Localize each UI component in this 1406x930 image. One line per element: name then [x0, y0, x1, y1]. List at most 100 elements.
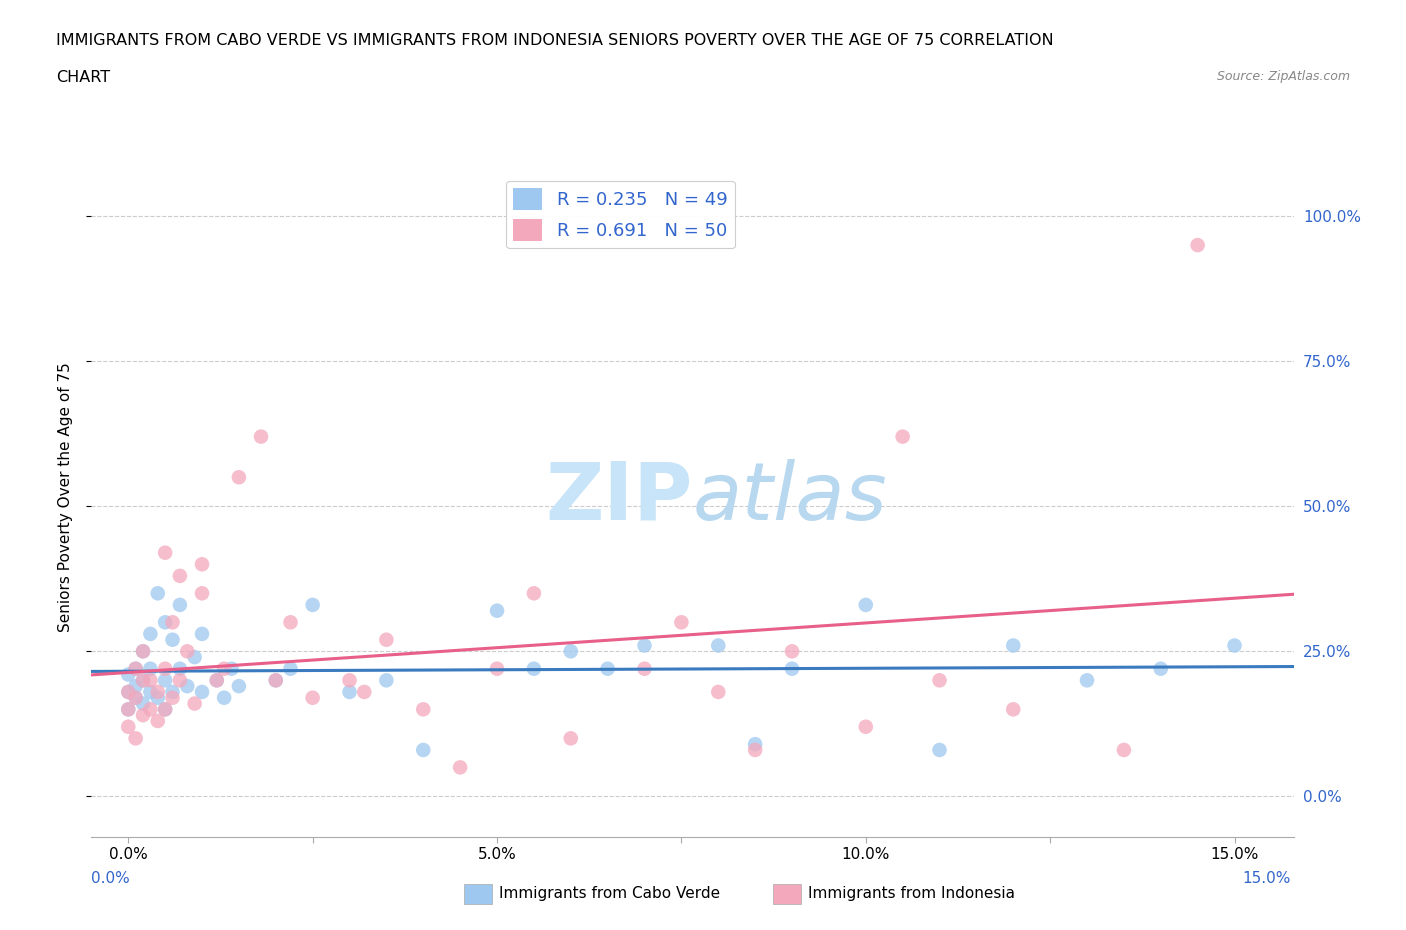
Point — [523, 586, 546, 601]
Point — [162, 684, 184, 699]
Point — [169, 597, 191, 612]
Point — [449, 760, 471, 775]
Point — [1150, 661, 1173, 676]
Point — [117, 719, 139, 734]
Point — [153, 545, 176, 560]
Point — [375, 632, 398, 647]
Point — [132, 644, 155, 658]
Point — [744, 742, 766, 757]
Point — [928, 673, 950, 688]
Point — [176, 644, 198, 658]
Text: Source: ZipAtlas.com: Source: ZipAtlas.com — [1216, 70, 1350, 83]
Point — [1002, 638, 1025, 653]
Point — [124, 661, 146, 676]
Point — [117, 702, 139, 717]
Text: ZIP: ZIP — [546, 458, 692, 537]
Point — [124, 690, 146, 705]
Point — [301, 597, 323, 612]
Point — [153, 615, 176, 630]
Point — [339, 673, 361, 688]
Text: CHART: CHART — [56, 70, 110, 85]
Point — [162, 632, 184, 647]
Y-axis label: Seniors Poverty Over the Age of 75: Seniors Poverty Over the Age of 75 — [58, 363, 73, 632]
Point — [139, 684, 162, 699]
Point — [212, 661, 235, 676]
Point — [855, 597, 877, 612]
Point — [633, 661, 655, 676]
Point — [132, 644, 155, 658]
Point — [132, 708, 155, 723]
Point — [250, 429, 273, 444]
Point — [176, 679, 198, 694]
Point — [485, 661, 508, 676]
Point — [124, 690, 146, 705]
Point — [1187, 238, 1209, 253]
Point — [339, 684, 361, 699]
Point — [169, 568, 191, 583]
Point — [153, 702, 176, 717]
Point — [191, 627, 214, 642]
Point — [228, 679, 250, 694]
Point — [375, 673, 398, 688]
Point — [671, 615, 693, 630]
Point — [485, 604, 508, 618]
Point — [596, 661, 619, 676]
Legend: R = 0.235   N = 49, R = 0.691   N = 50: R = 0.235 N = 49, R = 0.691 N = 50 — [506, 180, 734, 248]
Point — [744, 737, 766, 751]
Point — [212, 690, 235, 705]
Point — [183, 696, 205, 711]
Point — [412, 742, 434, 757]
Text: atlas: atlas — [692, 458, 887, 537]
Point — [117, 667, 139, 682]
Point — [117, 702, 139, 717]
Point — [301, 690, 323, 705]
Point — [780, 661, 803, 676]
Point — [205, 673, 228, 688]
Point — [117, 684, 139, 699]
Point — [153, 673, 176, 688]
Point — [162, 615, 184, 630]
Point — [1223, 638, 1246, 653]
Point — [132, 696, 155, 711]
Point — [264, 673, 287, 688]
Point — [280, 661, 302, 676]
Point — [560, 731, 582, 746]
Point — [183, 650, 205, 665]
Point — [117, 684, 139, 699]
Point — [169, 661, 191, 676]
Point — [146, 713, 169, 728]
Point — [221, 661, 243, 676]
Text: 15.0%: 15.0% — [1243, 871, 1291, 886]
Point — [928, 742, 950, 757]
Text: Immigrants from Cabo Verde: Immigrants from Cabo Verde — [499, 886, 720, 901]
Point — [560, 644, 582, 658]
Point — [139, 627, 162, 642]
Point — [124, 661, 146, 676]
Text: Immigrants from Indonesia: Immigrants from Indonesia — [808, 886, 1015, 901]
Point — [169, 673, 191, 688]
Point — [1002, 702, 1025, 717]
Point — [412, 702, 434, 717]
Point — [124, 731, 146, 746]
Point — [280, 615, 302, 630]
Point — [891, 429, 914, 444]
Point — [162, 690, 184, 705]
Point — [633, 638, 655, 653]
Point — [124, 679, 146, 694]
Point — [146, 684, 169, 699]
Point — [139, 673, 162, 688]
Text: IMMIGRANTS FROM CABO VERDE VS IMMIGRANTS FROM INDONESIA SENIORS POVERTY OVER THE: IMMIGRANTS FROM CABO VERDE VS IMMIGRANTS… — [56, 33, 1054, 47]
Point — [153, 661, 176, 676]
Point — [191, 684, 214, 699]
Point — [132, 673, 155, 688]
Point — [1076, 673, 1098, 688]
Point — [707, 684, 730, 699]
Point — [264, 673, 287, 688]
Point — [153, 702, 176, 717]
Point — [523, 661, 546, 676]
Point — [132, 673, 155, 688]
Point — [146, 690, 169, 705]
Point — [228, 470, 250, 485]
Point — [1112, 742, 1135, 757]
Point — [205, 673, 228, 688]
